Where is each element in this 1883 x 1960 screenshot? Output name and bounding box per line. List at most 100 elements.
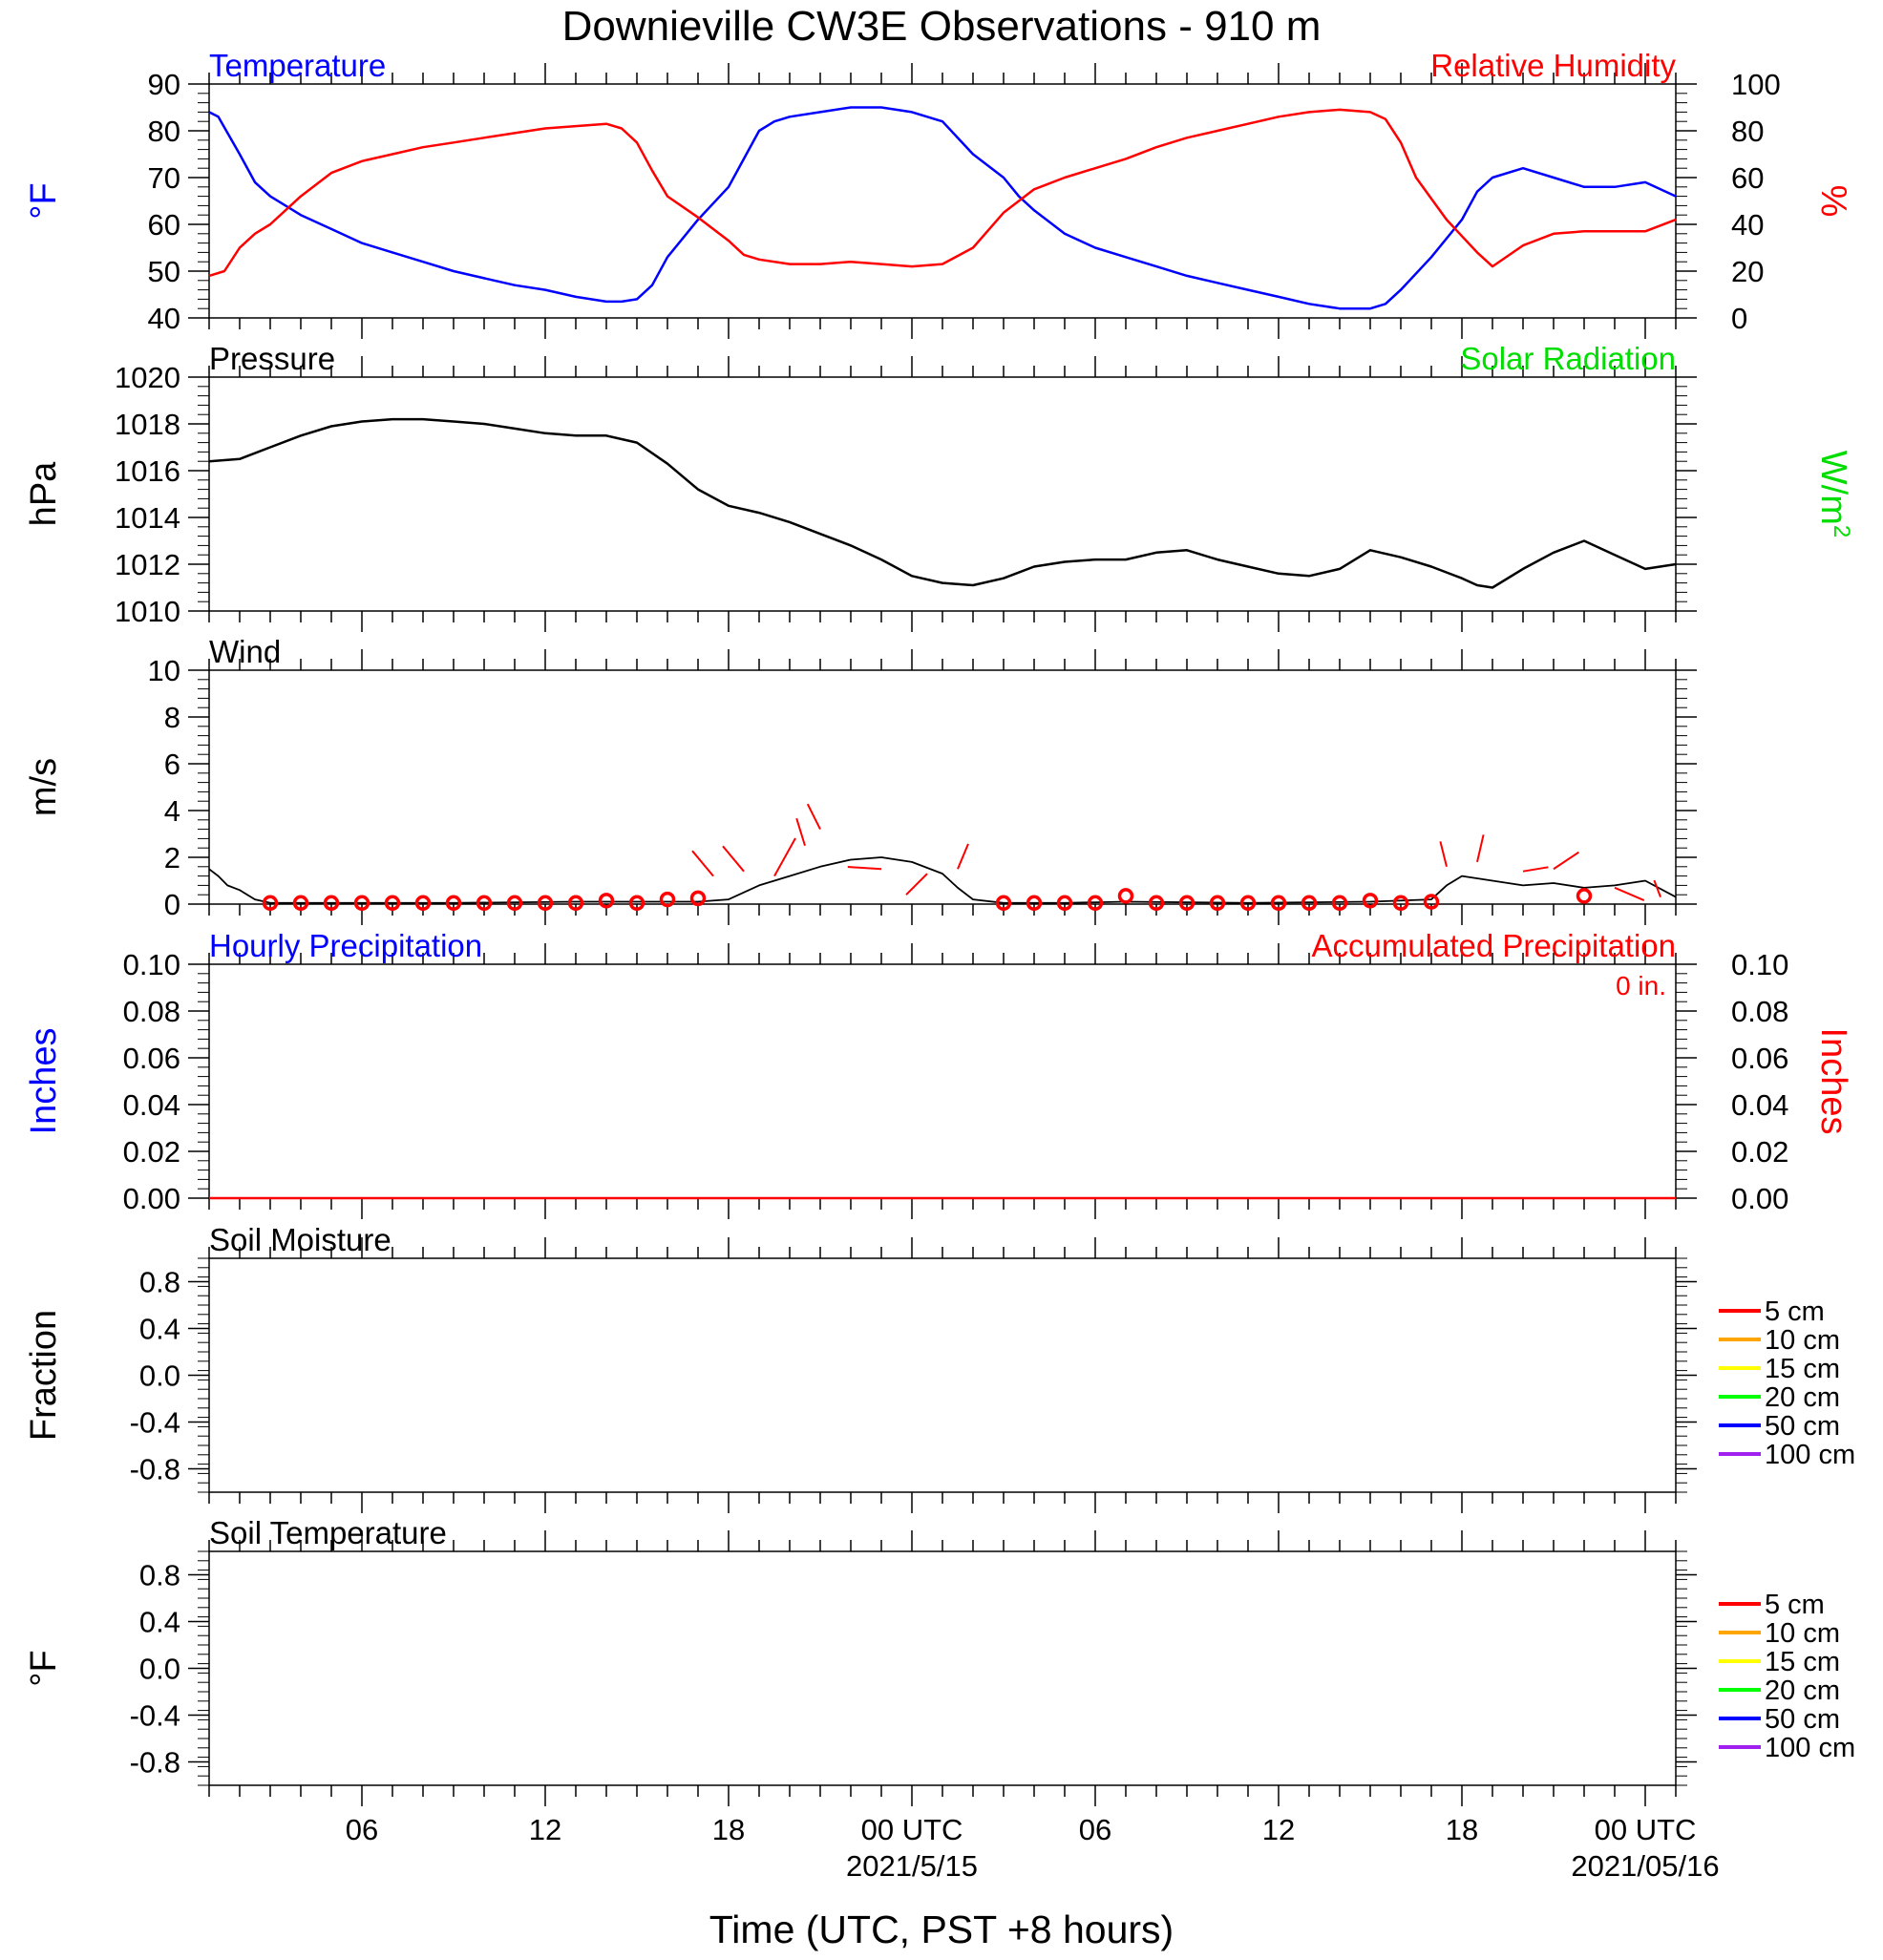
y-right-tick-label: 20 (1731, 255, 1764, 288)
legend-label: 15 cm (1765, 1647, 1840, 1677)
x-ticks (208, 649, 1677, 925)
y-right-tick-label: 40 (1731, 208, 1764, 242)
panel-title-left: Soil Moisture (209, 1222, 391, 1257)
y-right-tick-label: 100 (1731, 68, 1781, 101)
wind-direction-barb (905, 873, 928, 896)
panel-temp-rh: 40 50 60 70 80 90 0 20 40 60 80 100 Temperature Relat… (24, 48, 1853, 339)
y-minor-ticks (198, 1257, 1687, 1493)
y-right-tick-label: 0.08 (1731, 995, 1788, 1028)
y-right-tick-label: 0.04 (1731, 1088, 1788, 1122)
wind-direction-barb (957, 843, 969, 870)
y-tick-label: 0.10 (123, 948, 180, 981)
y-tick-label: 1016 (115, 454, 180, 488)
y-minor-ticks (198, 376, 1687, 612)
panel-title-left: Wind (209, 634, 281, 669)
x-tick-label: 06 (346, 1813, 378, 1846)
series-line-0 (208, 856, 1677, 904)
panel-title-left: Temperature (209, 48, 386, 83)
x-tick-label: 12 (1262, 1813, 1295, 1846)
wind-direction-barb (1614, 886, 1645, 901)
y-tick-label: 1020 (115, 361, 180, 394)
panel-title-left: Hourly Precipitation (209, 928, 482, 963)
x-axis-label: Time (UTC, PST +8 hours) (709, 1907, 1174, 1951)
y-tick-label: 0.4 (139, 1606, 180, 1639)
wind-direction-barb (1553, 851, 1579, 871)
y-tick-label: 0.0 (139, 1653, 180, 1686)
wind-direction-barb (1439, 841, 1448, 868)
y-tick-label: 0.02 (123, 1135, 180, 1169)
panel-title-right: Relative Humidity (1430, 48, 1676, 83)
wind-direction-barb (722, 845, 745, 873)
x-ticks (208, 356, 1677, 632)
precip-total-annotation: 0 in. (1616, 971, 1666, 1001)
x-tick-date: 2021/05/16 (1571, 1849, 1719, 1883)
y-tick-label: 0.8 (139, 1559, 180, 1592)
legend-label: 15 cm (1765, 1354, 1840, 1384)
y-tick-label: -0.8 (130, 1453, 180, 1486)
x-ticks (208, 943, 1677, 1219)
y-right-tick-label: 0 (1731, 302, 1747, 335)
y-right-tick-label: 0.00 (1731, 1182, 1788, 1215)
unit-superscript: 2 (1830, 525, 1855, 537)
y-tick-label: 1010 (115, 595, 180, 628)
calm-wind-marker (1056, 895, 1073, 912)
chart-title: Downieville CW3E Observations - 910 m (562, 3, 1322, 50)
x-ticks (208, 63, 1677, 339)
y-axis-label-left: °F (24, 1650, 64, 1686)
y-tick-label: 1014 (115, 501, 180, 535)
plot-frame (208, 963, 1677, 1199)
wind-direction-barb (847, 866, 882, 871)
panel-title-left: Soil Temperature (209, 1515, 447, 1550)
x-tick-label: 00 UTC (1595, 1813, 1697, 1846)
calm-wind-marker (1270, 895, 1287, 912)
y-right-tick-label: 0.10 (1731, 948, 1788, 981)
y-minor-ticks (198, 963, 1687, 1199)
y-right-tick-label: 80 (1731, 115, 1764, 148)
y-tick-label: 0.0 (139, 1359, 180, 1393)
wind-direction-barb (1653, 879, 1661, 898)
y-axis-label-right: % (1813, 185, 1853, 218)
calm-wind-marker (353, 895, 370, 912)
calm-wind-marker (1576, 888, 1593, 904)
calm-wind-marker (292, 895, 309, 912)
wind-direction-barb (773, 837, 796, 877)
calm-wind-marker (506, 895, 523, 912)
calm-wind-marker (1087, 895, 1104, 912)
y-tick-label: 1012 (115, 548, 180, 581)
x-tick-label: 00 UTC (861, 1813, 963, 1846)
y-tick-label: 1018 (115, 408, 180, 441)
calm-wind-marker (1026, 895, 1043, 912)
y-axis-label-left: hPa (24, 461, 64, 526)
y-tick-label: 0.08 (123, 995, 180, 1028)
calm-wind-marker (567, 895, 584, 912)
legend-label: 20 cm (1765, 1675, 1840, 1706)
plot-frame (208, 83, 1677, 319)
wind-direction-barb (1476, 834, 1485, 863)
panel-wind: 0 2 4 6 8 10 Wind m/s (24, 634, 1697, 925)
x-tick-label: 06 (1079, 1813, 1111, 1846)
plot-frame (208, 1257, 1677, 1493)
wind-direction-barb (806, 803, 821, 831)
calm-wind-marker (1239, 895, 1257, 912)
panel-title-right: Solar Radiation (1460, 341, 1676, 376)
panel-precip: 0.00 0.02 0.04 0.06 0.08 0.10 0.00 0.02 0.04 0.06… (24, 928, 1853, 1219)
y-tick-label: -0.4 (130, 1406, 180, 1440)
legend-label: 100 cm (1765, 1440, 1855, 1470)
calm-wind-marker (1362, 893, 1379, 909)
calm-wind-marker (1178, 895, 1195, 912)
y-tick-label: 0 (164, 888, 180, 921)
y-tick-label: 0.06 (123, 1042, 180, 1075)
legend-label: 20 cm (1765, 1382, 1840, 1413)
panel-title-left: Pressure (209, 341, 335, 376)
calm-wind-marker (659, 891, 676, 908)
wind-direction-barb (1522, 866, 1549, 873)
legend-label: 5 cm (1765, 1296, 1825, 1327)
panel-soil-moisture: -0.8 -0.4 0.0 0.4 0.8 Soil Moisture Fraction 5 … (24, 1222, 1855, 1513)
y-tick-label: 90 (148, 68, 180, 101)
wind-direction-barb (795, 817, 806, 847)
y-tick-label: 0.00 (123, 1182, 180, 1215)
calm-wind-marker (995, 895, 1012, 912)
y-tick-label: 10 (148, 654, 180, 687)
series-line-0 (208, 106, 1677, 310)
calm-wind-marker (384, 895, 401, 912)
